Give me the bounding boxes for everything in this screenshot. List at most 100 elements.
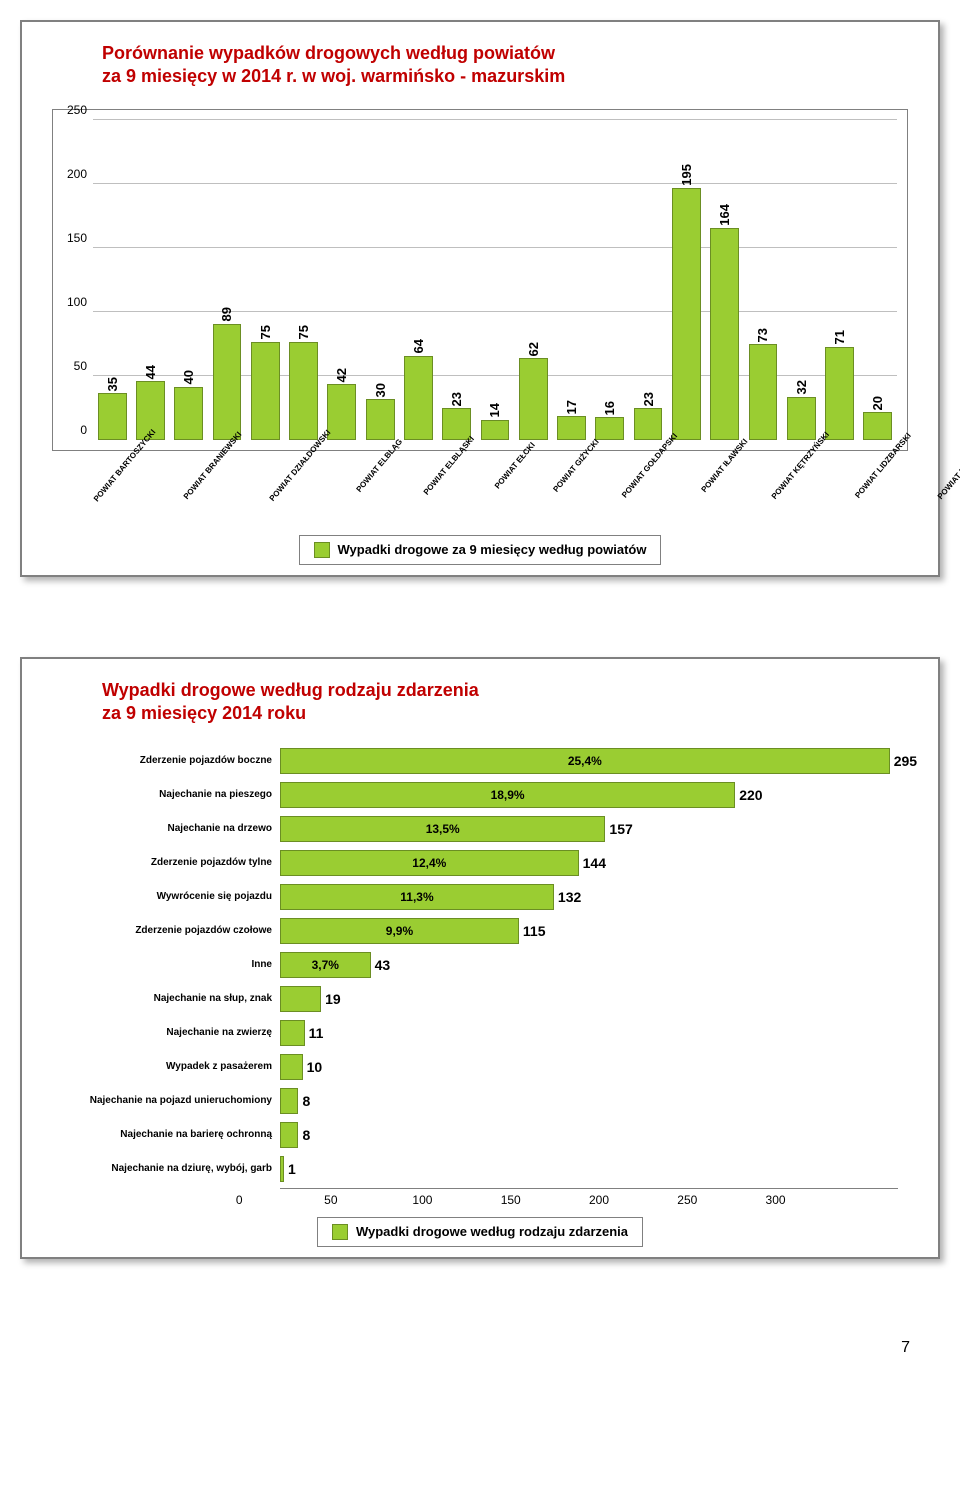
hbar-track: 1 — [280, 1154, 898, 1184]
bar-rect — [519, 358, 548, 439]
bar-column: 23 — [438, 120, 476, 440]
x-tick-label: 0 — [236, 1193, 324, 1207]
chart1-title-line1: Porównanie wypadków drogowych według pow… — [102, 42, 918, 65]
hbar-track: 19 — [280, 984, 898, 1014]
page-number: 7 — [20, 1339, 910, 1357]
y-tick-label: 250 — [67, 103, 87, 117]
x-tick-label: 150 — [501, 1193, 589, 1207]
hbar-category-label: Wypadek z pasażerem — [62, 1061, 280, 1072]
hbar-track: 8 — [280, 1086, 898, 1116]
hbar-rect: 25,4% — [280, 748, 890, 774]
bar-column: 75 — [284, 120, 322, 440]
hbar-rect — [280, 1088, 298, 1114]
bar-column: 62 — [514, 120, 552, 440]
hbar-value-label: 295 — [894, 753, 917, 769]
hbar-category-label: Inne — [62, 959, 280, 970]
bar-value-label: 20 — [870, 396, 885, 410]
chart2-title-line2: za 9 miesięcy 2014 roku — [102, 702, 918, 725]
bar-column: 42 — [323, 120, 361, 440]
hbar-track: 11,3%132 — [280, 882, 898, 912]
chart2-rows-container: Zderzenie pojazdów boczne25,4%295 Najecha… — [62, 746, 898, 1184]
bar-rect — [327, 384, 356, 440]
hbar-row: Zderzenie pojazdów boczne25,4%295 — [62, 746, 898, 776]
hbar-track: 3,7%43 — [280, 950, 898, 980]
hbar-row: Najechanie na barierę ochronną8 — [62, 1120, 898, 1150]
bar-column: 17 — [552, 120, 590, 440]
bar-rect — [481, 420, 510, 440]
bar-rect — [825, 347, 854, 440]
bar-rect — [595, 417, 624, 439]
hbar-rect — [280, 986, 321, 1012]
hbar-rect — [280, 1054, 303, 1080]
hbar-pct-label: 25,4% — [568, 754, 602, 768]
bar-column: 75 — [246, 120, 284, 440]
hbar-rect — [280, 1156, 284, 1182]
hbar-value-label: 132 — [558, 889, 581, 905]
y-tick-label: 150 — [67, 231, 87, 245]
chart2-legend-wrap: Wypadki drogowe według rodzaju zdarzenia — [42, 1217, 918, 1247]
x-tick-label: 50 — [324, 1193, 412, 1207]
bar-rect — [174, 387, 203, 440]
hbar-row: Najechanie na dziurę, wybój, garb 1 — [62, 1154, 898, 1184]
bar-column: 73 — [744, 120, 782, 440]
hbar-row: Zderzenie pojazdów czołowe9,9%115 — [62, 916, 898, 946]
bar-rect — [863, 412, 892, 440]
bar-value-label: 30 — [373, 383, 388, 397]
hbar-track: 10 — [280, 1052, 898, 1082]
hbar-category-label: Najechanie na słup, znak — [62, 993, 280, 1004]
bar-column: 195 — [667, 120, 705, 440]
x-tick-label: 100 — [412, 1193, 500, 1207]
chart2-plot-area: Zderzenie pojazdów boczne25,4%295 Najecha… — [62, 746, 898, 1207]
bar-column: 164 — [706, 120, 744, 440]
bar-column: 32 — [782, 120, 820, 440]
bar-column: 14 — [476, 120, 514, 440]
bar-column: 30 — [361, 120, 399, 440]
hbar-track: 25,4%295 — [280, 746, 898, 776]
chart2-title-line1: Wypadki drogowe według rodzaju zdarzenia — [102, 679, 918, 702]
bar-value-label: 71 — [832, 330, 847, 344]
hbar-row: Inne3,7%43 — [62, 950, 898, 980]
hbar-track: 18,9% 220 — [280, 780, 898, 810]
hbar-row: Najechanie na pojazd unieruchomiony8 — [62, 1086, 898, 1116]
hbar-track: 8 — [280, 1120, 898, 1150]
hbar-rect: 11,3% — [280, 884, 554, 910]
chart1-y-axis: 050100150200250 — [53, 120, 91, 440]
hbar-row: Zderzenie pojazdów tylne12,4%144 — [62, 848, 898, 878]
hbar-rect — [280, 1122, 298, 1148]
hbar-value-label: 157 — [609, 821, 632, 837]
bar-column: 40 — [170, 120, 208, 440]
bar-value-label: 32 — [794, 380, 809, 394]
bar-column: 35 — [93, 120, 131, 440]
hbar-category-label: Najechanie na pojazd unieruchomiony — [62, 1095, 280, 1106]
y-tick-label: 200 — [67, 167, 87, 181]
hbar-value-label: 144 — [583, 855, 606, 871]
bar-rect — [557, 416, 586, 440]
bar-rect — [672, 188, 701, 440]
hbar-value-label: 220 — [739, 787, 762, 803]
hbar-row: Najechanie na pieszego18,9%220 — [62, 780, 898, 810]
bar-column: 71 — [820, 120, 858, 440]
chart2-legend-label: Wypadki drogowe według rodzaju zdarzenia — [356, 1224, 628, 1239]
bar-value-label: 164 — [717, 204, 732, 226]
bar-rect — [404, 356, 433, 440]
hbar-value-label: 1 — [288, 1161, 296, 1177]
bar-rect — [787, 397, 816, 440]
hbar-row: Najechanie na zwierzę11 — [62, 1018, 898, 1048]
bar-value-label: 73 — [755, 328, 770, 342]
hbar-value-label: 8 — [302, 1127, 310, 1143]
bar-value-label: 64 — [411, 339, 426, 353]
hbar-category-label: Najechanie na dziurę, wybój, garb — [62, 1163, 280, 1174]
hbar-rect — [280, 1020, 305, 1046]
hbar-track: 11 — [280, 1018, 898, 1048]
chart1-plot-area: 050100150200250 354440897575423064231462… — [52, 109, 908, 451]
hbar-category-label: Wywrócenie się pojazdu — [62, 891, 280, 902]
bar-rect — [366, 399, 395, 439]
hbar-value-label: 43 — [375, 957, 391, 973]
hbar-category-label: Zderzenie pojazdów tylne — [62, 857, 280, 868]
hbar-pct-label: 18,9% — [491, 788, 525, 802]
hbar-category-label: Najechanie na drzewo — [62, 823, 280, 834]
bar-value-label: 62 — [526, 342, 541, 356]
bar-value-label: 40 — [181, 370, 196, 384]
bar-column: 16 — [591, 120, 629, 440]
bar-value-label: 89 — [219, 307, 234, 321]
